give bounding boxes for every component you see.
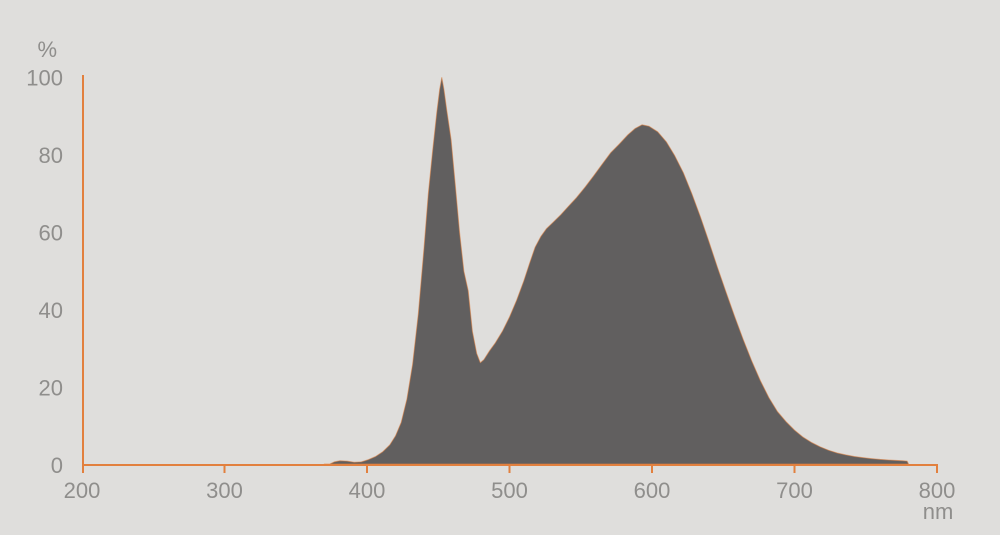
y-tick-label: 0 [51, 453, 63, 478]
y-tick-label: 40 [39, 298, 63, 323]
x-axis-unit-label: nm [923, 499, 954, 524]
x-tick-label: 700 [776, 478, 813, 503]
spectral-area [323, 77, 909, 465]
x-axis-ticks [223, 464, 938, 473]
y-tick-label: 80 [39, 143, 63, 168]
y-axis-unit-label: % [37, 37, 57, 62]
x-tick-label: 200 [64, 478, 101, 503]
x-tick-label: 500 [491, 478, 528, 503]
x-tick-label: 800 [919, 478, 956, 503]
x-axis-tick-labels: 200 300 400 500 600 700 800 [64, 478, 956, 503]
y-tick-label: 60 [39, 221, 63, 246]
y-tick-label: 20 [39, 376, 63, 401]
y-tick-label: 100 [26, 66, 63, 91]
x-tick-label: 400 [349, 478, 386, 503]
y-axis-tick-labels: 0 20 40 60 80 100 [26, 66, 63, 479]
x-tick-label: 300 [206, 478, 243, 503]
x-tick-label: 600 [634, 478, 671, 503]
